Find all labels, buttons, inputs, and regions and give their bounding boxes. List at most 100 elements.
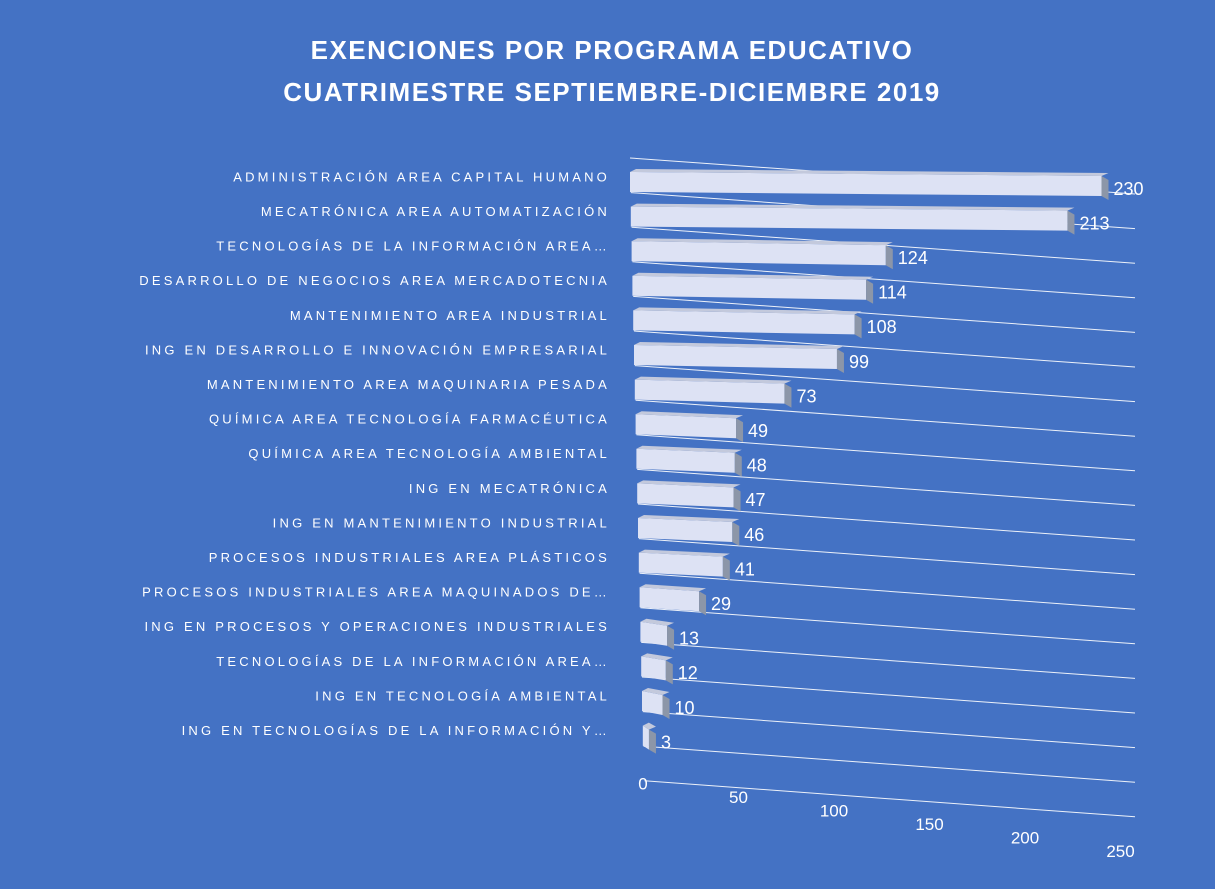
bar	[642, 688, 670, 719]
bar-face	[635, 414, 737, 439]
bar-top	[636, 445, 742, 453]
bar-side	[1101, 176, 1109, 200]
data-label: 46	[744, 525, 764, 545]
bar-face	[632, 275, 867, 300]
bar-face	[634, 345, 837, 369]
x-tick-label: 250	[1106, 842, 1134, 861]
bar	[630, 169, 1109, 200]
category-label: ING EN PROCESOS Y OPERACIONES INDUSTRIAL…	[145, 619, 611, 634]
data-label: 10	[675, 698, 695, 718]
category-label: DESARROLLO DE NEGOCIOS AREA MERCADOTECNI…	[139, 273, 610, 288]
floor-line	[637, 468, 1136, 506]
bar-top	[639, 584, 707, 592]
data-label: 73	[796, 386, 816, 406]
data-label: 124	[898, 248, 928, 268]
floor-line	[643, 745, 1136, 783]
bar-top	[638, 515, 740, 522]
bar-face	[630, 172, 1102, 196]
floor-line	[644, 780, 1136, 818]
bar-side	[734, 452, 742, 477]
floor-line	[641, 641, 1136, 679]
bar	[641, 653, 673, 685]
bar-face	[630, 206, 1068, 231]
bar	[636, 445, 742, 477]
bar-face	[631, 241, 886, 266]
floor-line	[634, 365, 1136, 403]
floor-line	[635, 399, 1136, 437]
chart-subtitle: CUATRIMESTRE SEPTIEMBRE-DICIEMBRE 2019	[283, 77, 941, 107]
bar-side	[648, 729, 656, 754]
bar-top	[630, 169, 1109, 176]
chart-title: EXENCIONES POR PROGRAMA EDUCATIVO	[311, 35, 914, 65]
bar	[640, 618, 675, 650]
bar	[634, 376, 792, 408]
category-label: MANTENIMIENTO AREA INDUSTRIAL	[290, 308, 610, 323]
floor-line	[633, 330, 1136, 368]
bar-face	[642, 725, 649, 750]
bar	[633, 307, 862, 339]
bar-side	[784, 383, 792, 408]
floor-line	[633, 295, 1136, 333]
bar-top	[630, 203, 1075, 211]
floor-line	[638, 538, 1136, 576]
data-label: 114	[878, 283, 907, 303]
category-label: ING EN MECATRÓNICA	[409, 481, 610, 496]
bar	[632, 272, 874, 304]
bar-face	[641, 656, 666, 681]
category-label: TECNOLOGÍAS DE LA INFORMACIÓN AREA…	[216, 654, 610, 669]
floor-line	[642, 711, 1136, 749]
category-label: TECNOLOGÍAS DE LA INFORMACIÓN AREA…	[216, 239, 610, 254]
floor-line	[640, 607, 1136, 645]
data-label: 108	[867, 317, 897, 337]
bar-top	[635, 411, 744, 419]
category-label: ING EN DESARROLLO E INNOVACIÓN EMPRESARI…	[145, 342, 610, 357]
floor-line	[639, 572, 1136, 610]
data-label: 99	[849, 352, 869, 372]
bar-top	[642, 688, 670, 695]
category-label: MECATRÓNICA AREA AUTOMATIZACIÓN	[261, 204, 610, 219]
bar-side	[662, 695, 670, 719]
bar-top	[632, 272, 874, 280]
category-label: PROCESOS INDUSTRIALES AREA PLÁSTICOS	[209, 550, 610, 565]
bar-face	[637, 483, 734, 508]
x-tick-label: 100	[820, 801, 848, 820]
bar-top	[641, 653, 673, 661]
bar-face	[638, 552, 723, 577]
bar-side	[699, 591, 707, 616]
bar-face	[633, 310, 855, 335]
data-label: 13	[679, 629, 699, 649]
data-label: 48	[747, 456, 767, 476]
data-label: 29	[711, 594, 731, 614]
bar-side	[736, 418, 744, 443]
bar-face	[638, 518, 733, 542]
floor-line	[632, 261, 1136, 299]
category-label: PROCESOS INDUSTRIALES AREA MAQUINADOS DE…	[142, 585, 610, 600]
bar	[631, 238, 893, 270]
data-label: 213	[1079, 213, 1109, 233]
category-label: ING EN TECNOLOGÍAS DE LA INFORMACIÓN Y…	[182, 723, 610, 738]
data-label: 3	[661, 732, 671, 752]
bar-top	[640, 618, 675, 626]
category-label: QUÍMICA AREA TECNOLOGÍA AMBIENTAL	[248, 446, 610, 461]
category-label: ING EN MANTENIMIENTO INDUSTRIAL	[273, 515, 610, 530]
data-label: 12	[678, 663, 698, 683]
data-label: 47	[746, 490, 766, 510]
bar-top	[642, 722, 656, 730]
floor-line	[641, 676, 1136, 714]
bar-side	[732, 522, 740, 546]
bar	[639, 584, 707, 616]
bar-side	[836, 349, 844, 373]
bar	[638, 549, 730, 581]
bar-side	[866, 279, 874, 304]
bar	[634, 342, 844, 373]
bar	[637, 480, 741, 512]
x-tick-label: 200	[1011, 828, 1039, 847]
bar-top	[634, 342, 844, 349]
bar-face	[636, 448, 735, 473]
bar-top	[634, 376, 792, 384]
bar-side	[665, 660, 673, 685]
bar-face	[642, 691, 663, 715]
